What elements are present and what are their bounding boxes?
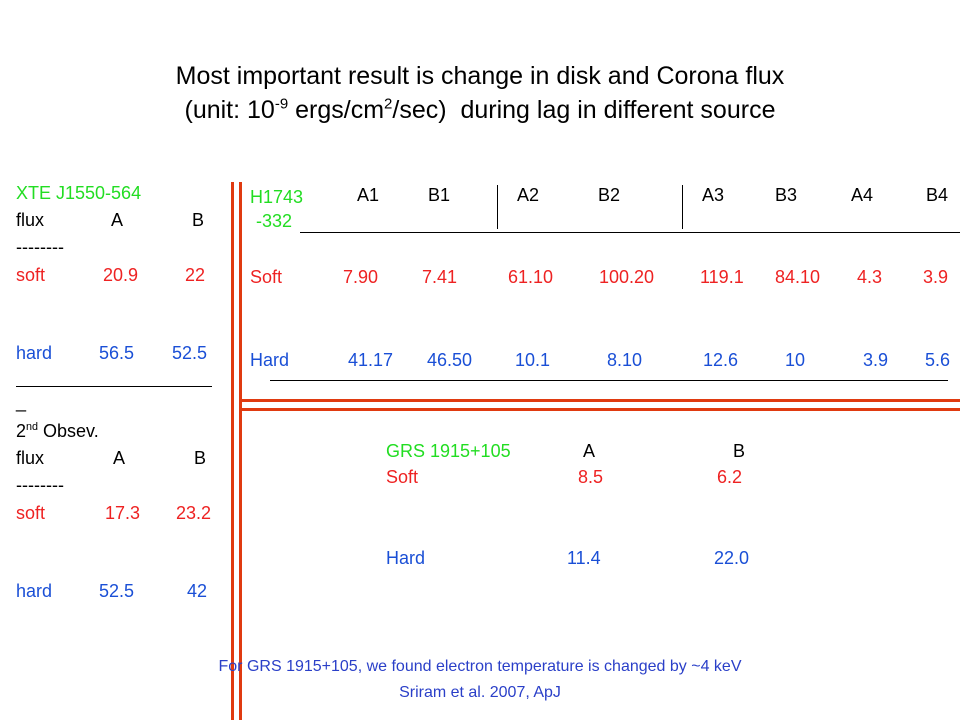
h1743-col-a1: A1 — [357, 185, 380, 205]
xte-source-name: XTE J1550-564 — [16, 183, 142, 203]
xte-dashes-2: -------- — [16, 475, 64, 495]
grs-soft-label: Soft — [386, 467, 419, 487]
xte-second-observation-label: 2nd Obsev. — [16, 421, 99, 441]
h1743-group-divider-1 — [497, 185, 498, 229]
h1743-col-a4: A4 — [851, 185, 874, 205]
h1743-hard-b3: 10 — [785, 350, 806, 370]
h1743-soft-a3: 119.1 — [700, 267, 744, 287]
h1743-hard-b1: 46.50 — [427, 350, 473, 370]
xte-col-a: A — [111, 210, 124, 230]
xte-soft-a-2: 17.3 — [105, 503, 141, 523]
xte-col-b: B — [192, 210, 205, 230]
h1743-hard-label: Hard — [250, 350, 290, 370]
xte-stray-dash: _ — [16, 392, 27, 412]
grs-hard-a: 11.4 — [567, 548, 601, 568]
xte-dashes: -------- — [16, 237, 64, 257]
h1743-soft-a1: 7.90 — [343, 267, 379, 287]
divider-vertical-right — [239, 182, 242, 720]
xte-col-b-2: B — [194, 448, 207, 468]
h1743-soft-a4: 4.3 — [857, 267, 883, 287]
xte-soft-b: 22 — [185, 265, 206, 285]
grs-soft-a: 8.5 — [578, 467, 604, 487]
xte-hard-b: 52.5 — [172, 343, 208, 363]
divider-horizontal-top — [239, 399, 960, 402]
footer-citation: Sriram et al. 2007, ApJ — [399, 684, 561, 701]
divider-horizontal-bottom — [239, 408, 960, 411]
xte-flux-label-2: flux — [16, 448, 45, 468]
h1743-source-name-line-2: -332 — [256, 211, 293, 231]
h1743-source-name-line-1: H1743 — [250, 187, 304, 207]
slide-title-line-1: Most important result is change in disk … — [175, 62, 785, 90]
h1743-col-a3: A3 — [702, 185, 725, 205]
xte-hard-label: hard — [16, 343, 53, 363]
xte-soft-b-2: 23.2 — [176, 503, 212, 523]
h1743-hard-a4: 3.9 — [863, 350, 889, 370]
footer-note: For GRS 1915+105, we found electron temp… — [218, 658, 742, 675]
xte-hard-a-2: 52.5 — [99, 581, 135, 601]
divider-vertical-left — [231, 182, 234, 720]
xte-soft-label-2: soft — [16, 503, 46, 523]
h1743-soft-a2: 61.10 — [508, 267, 554, 287]
xte-hard-label-2: hard — [16, 581, 53, 601]
xte-col-a-2: A — [113, 448, 126, 468]
h1743-col-b1: B1 — [428, 185, 451, 205]
xte-hard-a: 56.5 — [99, 343, 135, 363]
h1743-soft-b3: 84.10 — [775, 267, 821, 287]
grs-soft-b: 6.2 — [717, 467, 743, 487]
grs-hard-label: Hard — [386, 548, 426, 568]
grs-source-name: GRS 1915+105 — [386, 441, 511, 461]
xte-soft-label: soft — [16, 265, 46, 285]
h1743-col-b3: B3 — [775, 185, 798, 205]
h1743-group-divider-2 — [682, 185, 683, 229]
xte-separator-line — [16, 386, 212, 387]
grs-col-a: A — [583, 441, 596, 461]
h1743-hard-a3: 12.6 — [703, 350, 739, 370]
h1743-hard-a1: 41.17 — [348, 350, 394, 370]
h1743-hard-a2: 10.1 — [515, 350, 551, 370]
h1743-hard-b2: 8.10 — [607, 350, 643, 370]
slide-title-line-2: (unit: 10-9 ergs/cm2/sec) during lag in … — [184, 95, 776, 124]
xte-hard-b-2: 42 — [187, 581, 208, 601]
h1743-soft-b1: 7.41 — [422, 267, 458, 287]
grs-col-b: B — [733, 441, 746, 461]
grs-hard-b: 22.0 — [714, 548, 750, 568]
h1743-header-line — [300, 232, 960, 233]
h1743-col-b4: B4 — [926, 185, 949, 205]
h1743-soft-b2: 100.20 — [599, 267, 655, 287]
h1743-col-a2: A2 — [517, 185, 540, 205]
h1743-soft-label: Soft — [250, 267, 283, 287]
h1743-col-b2: B2 — [598, 185, 621, 205]
h1743-bottom-line — [270, 380, 948, 381]
h1743-soft-b4: 3.9 — [923, 267, 949, 287]
xte-soft-a: 20.9 — [103, 265, 139, 285]
xte-flux-label: flux — [16, 210, 45, 230]
h1743-hard-b4: 5.6 — [925, 350, 951, 370]
